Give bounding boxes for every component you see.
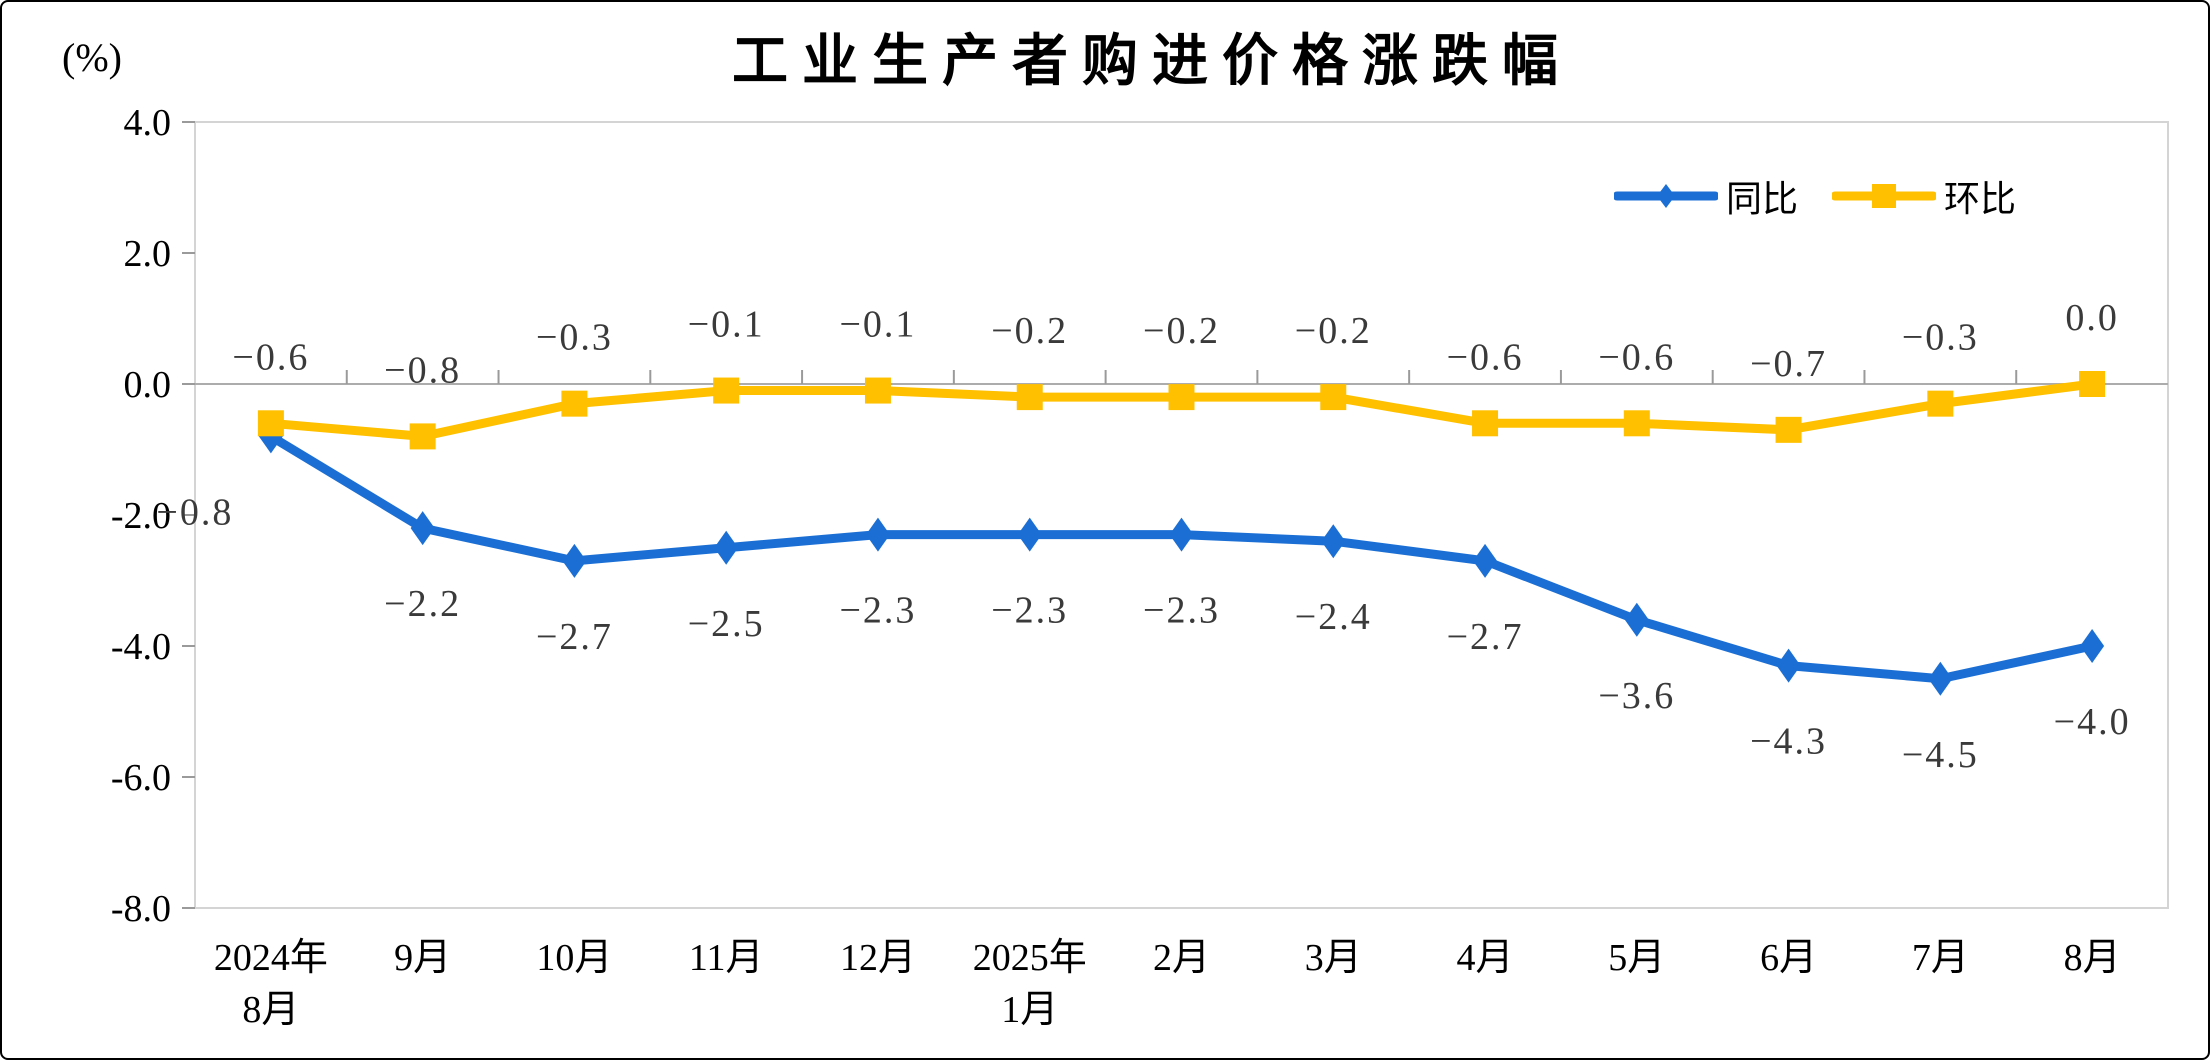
marker-diamond-icon	[1169, 517, 1194, 552]
marker-square-icon	[1775, 416, 1802, 443]
chart-title: 工业生产者购进价格涨跌幅	[732, 29, 1572, 92]
plot-border	[194, 121, 2169, 909]
marker-square-icon	[2079, 371, 2106, 397]
legend-item-tongbi: 同比	[1614, 170, 1798, 222]
x-axis-label: 1月	[1001, 989, 1058, 1031]
marker-diamond-icon	[1321, 524, 1346, 559]
data-label: −2.7	[536, 616, 613, 658]
data-label: −2.2	[384, 583, 461, 625]
marker-square-icon	[1623, 410, 1650, 437]
marker-diamond-icon	[1473, 543, 1498, 578]
marker-diamond-icon	[1776, 648, 1801, 683]
y-axis-tick-label: 4.0	[124, 102, 172, 144]
x-axis-label: 2月	[1153, 937, 1210, 979]
data-label: −0.2	[1143, 310, 1220, 352]
marker-square-icon	[864, 377, 891, 404]
marker-diamond-icon	[562, 543, 587, 578]
marker-square-icon	[1320, 384, 1347, 411]
marker-diamond-icon	[2080, 629, 2105, 663]
data-label: −2.4	[1295, 596, 1372, 638]
y-axis-tick-label: -2.0	[111, 495, 171, 537]
marker-square-icon	[1016, 384, 1043, 411]
x-axis-label: 8月	[242, 989, 299, 1031]
data-label: −0.3	[1902, 317, 1979, 359]
data-label: −0.8	[156, 491, 233, 533]
x-axis-label: 10月	[536, 937, 612, 979]
x-axis-label: 7月	[1912, 937, 1969, 979]
y-axis-tick-label: -4.0	[111, 626, 171, 668]
legend: 同比 环比	[1614, 170, 2016, 222]
x-axis-label: 12月	[840, 937, 916, 979]
marker-square-icon	[257, 410, 284, 437]
data-label: −4.0	[2054, 701, 2131, 743]
data-label: 0.0	[2065, 297, 2119, 339]
legend-marker-huanbi-icon	[1832, 184, 1937, 208]
legend-marker-tongbi-icon	[1614, 184, 1718, 208]
marker-square-icon	[1168, 384, 1195, 411]
marker-diamond-icon	[1928, 661, 1953, 696]
y-axis-tick-label: 0.0	[124, 364, 172, 406]
legend-label-huanbi: 环比	[1944, 179, 2017, 219]
x-axis-label: 5月	[1608, 937, 1665, 979]
legend-square-icon	[1872, 184, 1897, 208]
data-label: −0.2	[1295, 310, 1372, 352]
data-label: −2.3	[839, 590, 916, 632]
x-axis-label: 3月	[1305, 937, 1362, 979]
marker-square-icon	[1927, 390, 1954, 417]
marker-diamond-icon	[714, 530, 739, 565]
y-axis-tick-label: -6.0	[111, 757, 171, 799]
x-axis-label: 6月	[1760, 937, 1817, 979]
data-label: −4.3	[1750, 721, 1827, 763]
legend-diamond-icon	[1657, 184, 1675, 208]
y-axis-tick-label: 2.0	[124, 233, 172, 275]
data-label: −0.6	[232, 336, 309, 378]
marker-diamond-icon	[1017, 517, 1042, 552]
marker-square-icon	[561, 390, 588, 417]
data-label: −0.1	[839, 304, 916, 346]
x-axis-label: 8月	[2064, 937, 2121, 979]
data-label: −0.3	[536, 317, 613, 359]
marker-diamond-icon	[865, 517, 890, 552]
data-label: −2.3	[991, 590, 1068, 632]
marker-diamond-icon	[1624, 602, 1649, 637]
marker-square-icon	[713, 377, 740, 404]
x-axis-label: 11月	[689, 937, 764, 979]
data-label: −2.7	[1447, 616, 1524, 658]
data-label: −2.3	[1143, 590, 1220, 632]
data-label: −4.5	[1902, 734, 1979, 776]
x-axis-label: 2025年	[973, 937, 1087, 979]
data-label: −0.1	[688, 304, 765, 346]
data-label: −2.5	[688, 603, 765, 645]
y-axis-tick-label: -8.0	[111, 888, 171, 930]
data-label: −0.6	[1447, 336, 1524, 378]
x-axis-label: 2024年	[214, 937, 328, 979]
data-label: −0.6	[1598, 336, 1675, 378]
x-axis-label: 4月	[1457, 937, 1514, 979]
data-label: −0.8	[384, 349, 461, 391]
y-axis-unit-label: (%)	[62, 35, 122, 80]
marker-diamond-icon	[410, 511, 435, 546]
marker-square-icon	[1472, 410, 1499, 437]
data-label: −0.7	[1750, 343, 1827, 385]
legend-item-huanbi: 环比	[1832, 170, 2016, 222]
x-axis-label: 9月	[394, 937, 451, 979]
data-label: −0.2	[991, 310, 1068, 352]
data-label: −3.6	[1598, 675, 1675, 717]
marker-square-icon	[409, 423, 436, 450]
legend-label-tongbi: 同比	[1726, 179, 1799, 219]
